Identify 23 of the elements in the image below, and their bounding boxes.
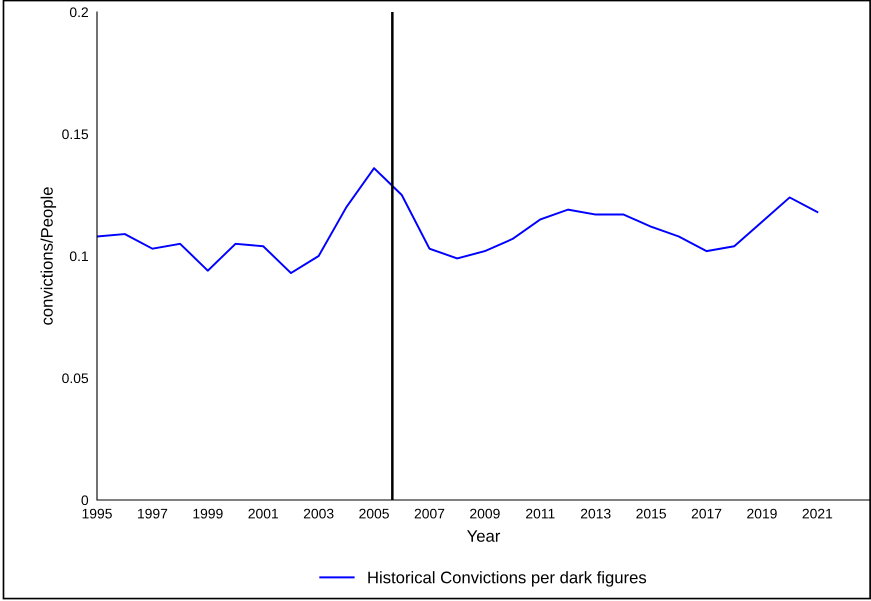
x-tick-label: 2003 bbox=[304, 508, 334, 519]
x-tick-label: 1999 bbox=[193, 508, 223, 519]
x-tick-label: 2019 bbox=[747, 508, 777, 519]
x-tick-label: 1995 bbox=[82, 508, 112, 519]
y-tick-label: 0.2 bbox=[70, 7, 88, 18]
x-tick-label: 2001 bbox=[248, 508, 278, 519]
x-tick-label: 1997 bbox=[138, 508, 168, 519]
x-axis-title: Year bbox=[467, 530, 500, 542]
x-tick-label: 2011 bbox=[526, 508, 555, 519]
y-axis-title: convictions/People bbox=[40, 187, 56, 325]
x-tick-label: 2013 bbox=[580, 508, 611, 519]
y-tick-label: 0.15 bbox=[62, 129, 88, 140]
x-tick-label: 2007 bbox=[414, 508, 444, 519]
x-tick-label: 2009 bbox=[470, 508, 500, 519]
x-tick-label: 2015 bbox=[636, 508, 666, 519]
legend-label: Historical Convictions per dark figures bbox=[368, 571, 646, 587]
x-tick-label: 2017 bbox=[692, 508, 722, 519]
y-tick-label: 0 bbox=[81, 495, 88, 506]
y-tick-label: 0.05 bbox=[62, 373, 88, 384]
x-tick-label: 2021 bbox=[802, 508, 832, 519]
y-tick-label: 0.1 bbox=[70, 251, 88, 262]
x-tick-label: 2005 bbox=[359, 508, 389, 519]
line-series bbox=[97, 167, 818, 274]
